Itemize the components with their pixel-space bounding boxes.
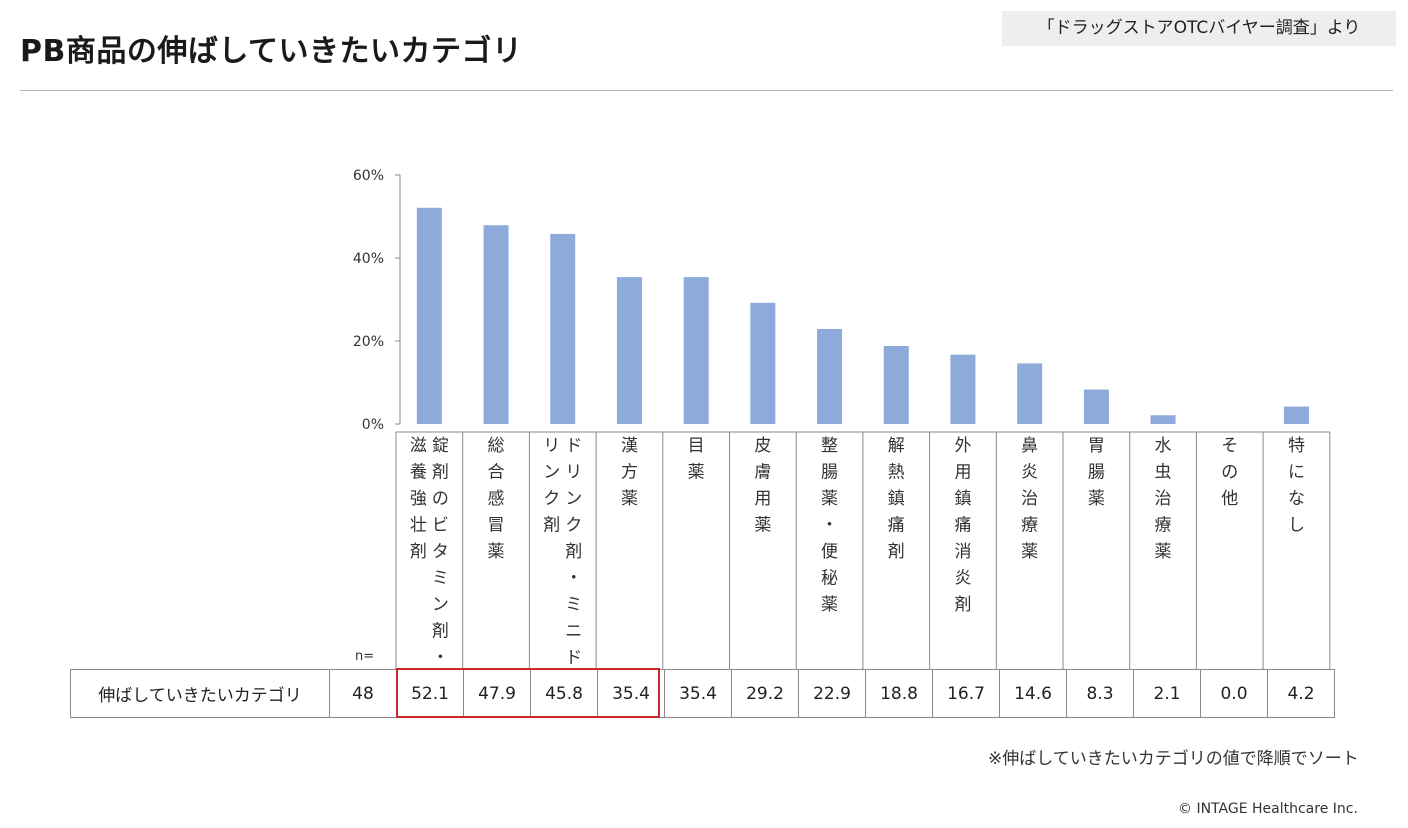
category-label: その他 [1221,436,1238,509]
bars [416,207,1309,424]
y-tick-label: 0% [362,417,384,433]
category-label: 錠剤のビタミン剤・ [432,436,449,668]
title-divider [20,90,1393,91]
value-cell: 18.8 [865,669,933,718]
y-axis: 0% 20% 40% 60% [353,168,401,433]
value-cell: 22.9 [798,669,866,718]
category-label: 外用鎮痛消炎剤 [954,436,971,615]
value-cell: 45.8 [530,669,598,718]
value-cell: 16.7 [932,669,1000,718]
data-table: 伸ばしていきたいカテゴリ 48 52.1 47.9 45.8 35.4 35.4… [70,669,1335,718]
value-cell: 47.9 [463,669,531,718]
bar [1017,363,1043,424]
category-label: 滋養強壮剤 [410,436,427,562]
value-cell: 2.1 [1133,669,1201,718]
category-label: 皮膚用薬 [754,436,771,536]
value-cell: 4.2 [1267,669,1335,718]
bar [950,354,976,424]
category-label: 鼻炎治療薬 [1021,436,1038,562]
n-value-cell: 48 [329,669,397,718]
bar [416,207,442,424]
bar [550,233,576,424]
category-label: 漢方薬 [621,436,638,509]
y-tick-label: 40% [353,251,384,267]
source-label: 「ドラッグストアOTCバイヤー調査」より [1002,11,1396,46]
bar [1283,406,1309,424]
bar [1150,415,1176,424]
category-label: 水虫治療薬 [1155,436,1172,562]
category-label: 整腸薬・便秘薬 [821,436,838,615]
value-cell: 35.4 [597,669,665,718]
category-label: 目薬 [688,436,705,483]
sort-note: ※伸ばしていきたいカテゴリの値で降順でソート [988,749,1359,769]
bar [483,225,509,424]
table-row: 伸ばしていきたいカテゴリ 48 52.1 47.9 45.8 35.4 35.4… [70,669,1335,718]
n-label: n= [355,649,375,664]
bar [1083,389,1109,424]
y-tick-label: 20% [353,334,384,350]
value-cell: 35.4 [664,669,732,718]
value-cell: 14.6 [999,669,1067,718]
value-cell: 29.2 [731,669,799,718]
bar [616,277,642,424]
copyright: © INTAGE Healthcare Inc. [1178,801,1358,817]
bar [817,328,843,424]
bar [883,345,909,424]
category-label: 特になし [1288,436,1305,536]
row-label: 伸ばしていきたいカテゴリ [70,669,330,718]
page-title: PB商品の伸ばしていきたいカテゴリ [20,34,523,69]
category-label: 解熱鎮痛剤 [888,436,905,562]
value-cell: 0.0 [1200,669,1268,718]
category-label: 胃腸薬 [1088,436,1105,509]
category-label: 総合感冒薬 [488,436,505,562]
bar [750,302,776,424]
category-label: リンク剤 [543,436,560,536]
category-grid [395,431,1331,669]
bar [683,277,709,424]
category-label: ドリンク剤・ミニド [565,436,582,668]
value-cell: 52.1 [396,669,464,718]
value-cell: 8.3 [1066,669,1134,718]
y-tick-label: 60% [353,168,384,184]
